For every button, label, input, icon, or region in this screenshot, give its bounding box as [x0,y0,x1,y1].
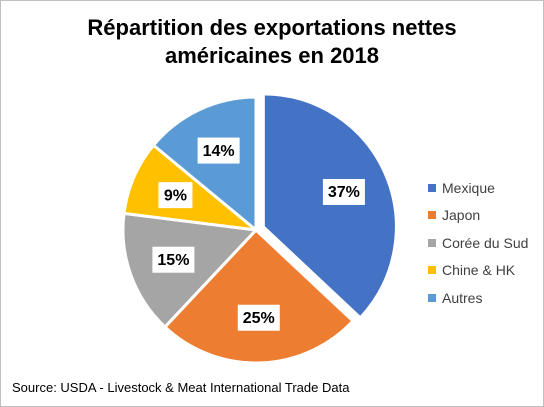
data-label-coree-du-sud: 15% [157,252,189,269]
data-label-box-coree-du-sud [152,246,195,273]
legend-item-mexique: Mexique [428,174,528,202]
chart-title-line-1: Répartition des exportations nettes [87,15,457,40]
chart-title-line-2: américaines en 2018 [164,43,380,68]
source-note: Source: USDA - Livestock & Meat Internat… [12,380,350,395]
data-label-mexique: 37% [328,184,360,201]
legend-label-japon: Japon [442,207,481,224]
legend-swatch-coree-du-sud [428,238,436,247]
pie-slice-japon [162,227,356,365]
legend-swatch-autres [428,293,436,302]
chart-title: Répartition des exportations nettes amér… [0,14,544,70]
data-label-box-japon [237,304,280,331]
legend-swatch-japon [428,211,436,220]
legend: Mexique Japon Corée du Sud Chine & HK Autres [428,174,528,312]
data-label-box-mexique [322,178,365,205]
data-label-japon: 25% [243,310,275,327]
legend-label-coree-du-sud: Corée du Sud [442,234,529,251]
legend-item-japon: Japon [428,202,528,230]
legend-item-autres: Autres [428,284,528,312]
legend-label-chine-hk: Chine & HK [442,262,516,279]
data-label-box-autres [197,137,240,164]
legend-swatch-mexique [428,183,436,192]
data-label-autres: 14% [203,143,235,160]
legend-label-autres: Autres [442,289,483,306]
data-label-chine-hk: 9% [164,187,187,204]
legend-swatch-chine-hk [428,266,436,275]
pie-slice-mexique [261,92,398,320]
legend-item-coree-du-sud: Corée du Sud [428,229,528,257]
legend-label-mexique: Mexique [442,179,495,196]
legend-item-chine-hk: Chine & HK [428,257,528,285]
data-label-box-chine-hk [158,182,193,209]
